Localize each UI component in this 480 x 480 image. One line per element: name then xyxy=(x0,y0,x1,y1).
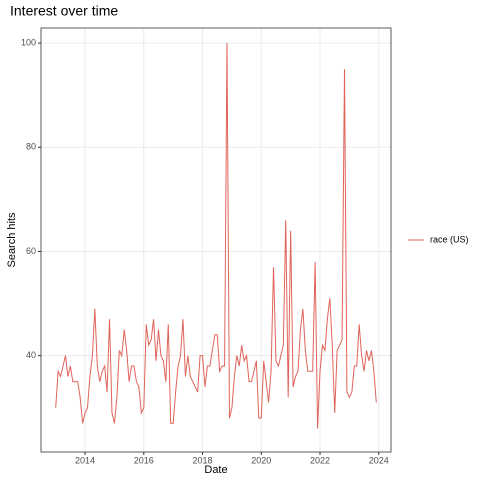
chart-title: Interest over time xyxy=(10,3,118,19)
x-axis-title: Date xyxy=(204,464,227,476)
plot-panel xyxy=(41,28,391,452)
y-axis-title: Search hits xyxy=(6,212,18,268)
y-tick-label: 80 xyxy=(26,142,36,152)
x-tick-label: 2022 xyxy=(310,455,330,465)
x-tick-label: 2016 xyxy=(134,455,154,465)
x-tick-label: 2014 xyxy=(75,455,95,465)
y-tick-label: 40 xyxy=(26,350,36,360)
x-tick-label: 2024 xyxy=(369,455,389,465)
legend-label: race (US) xyxy=(430,234,469,244)
panel-border xyxy=(40,27,392,453)
y-tick-label: 60 xyxy=(26,246,36,256)
y-tick-label: 100 xyxy=(21,37,36,47)
x-tick-label: 2018 xyxy=(193,455,213,465)
data-line xyxy=(55,43,377,429)
x-tick-label: 2020 xyxy=(251,455,271,465)
